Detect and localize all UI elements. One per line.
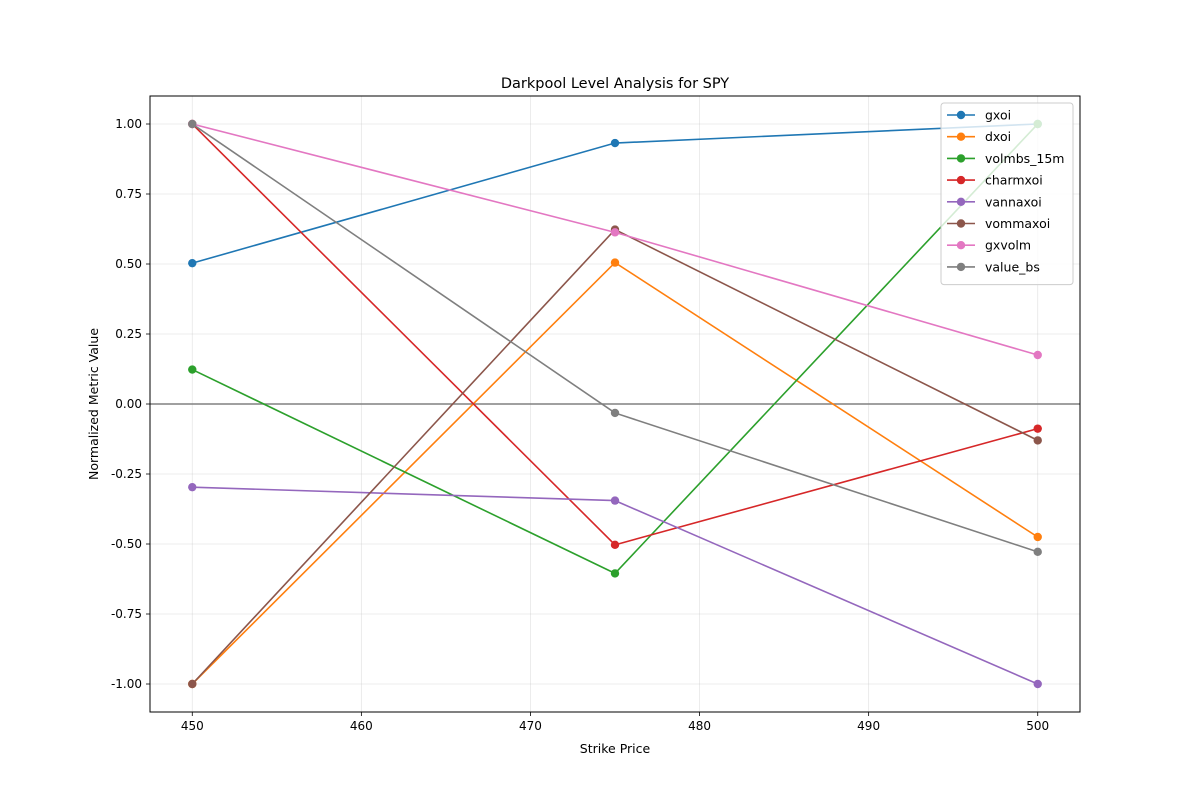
- legend-item-charmxoi: charmxoi: [947, 173, 1043, 188]
- legend-marker-value_bs: [956, 262, 966, 272]
- legend-item-vommaxoi: vommaxoi: [947, 216, 1050, 231]
- chart-title: Darkpool Level Analysis for SPY: [501, 76, 729, 92]
- data-point-vannaxoi: [610, 496, 620, 505]
- legend-marker-gxvolm: [956, 241, 966, 250]
- data-point-value_bs: [188, 119, 197, 129]
- series-layer: [188, 119, 1042, 689]
- legend-label-dxoi: dxoi: [985, 129, 1011, 144]
- legend-label-vommaxoi: vommaxoi: [985, 216, 1050, 231]
- legend-item-gxoi: gxoi: [947, 108, 1011, 123]
- y-axis-label: Normalized Metric Value: [86, 328, 101, 480]
- x-tick-label: 500: [1026, 719, 1049, 733]
- series-vannaxoi: [188, 482, 1042, 689]
- data-point-vommaxoi: [188, 679, 197, 689]
- legend-item-value_bs: value_bs: [947, 259, 1040, 274]
- legend-label-charmxoi: charmxoi: [985, 173, 1043, 188]
- axis-ticks: 450 460 470 480 490 500 -1.00 -0.75 -0.50 -0.25 0.…: [111, 117, 1049, 733]
- data-point-vannaxoi: [188, 482, 197, 492]
- data-point-gxvolm: [610, 228, 620, 237]
- y-tick-label: -0.25: [111, 467, 142, 481]
- legend-marker-gxoi: [956, 110, 966, 120]
- y-tick-label: -0.50: [111, 537, 142, 551]
- legend-marker-volmbs_15m: [956, 154, 966, 163]
- y-tick-label: 0.75: [115, 187, 142, 201]
- legend-box: [940, 102, 1074, 286]
- legend: gxoi dxoi volmbs_15m charmxoi vannaxoi vommax…: [940, 102, 1074, 286]
- data-point-charmxoi: [1033, 424, 1042, 433]
- data-point-gxvolm: [1033, 350, 1042, 360]
- series-line-volmbs_15m: [191, 123, 1039, 575]
- data-point-value_bs: [1033, 547, 1042, 557]
- y-tick-label: -1.00: [111, 677, 142, 691]
- legend-item-dxoi: dxoi: [947, 129, 1011, 144]
- data-point-vommaxoi: [1033, 436, 1042, 445]
- x-tick-label: 460: [350, 719, 373, 733]
- data-point-gxoi: [188, 258, 197, 268]
- data-point-charmxoi: [610, 540, 620, 550]
- series-line-vannaxoi: [192, 486, 1039, 685]
- y-tick-label: 0.25: [115, 327, 142, 341]
- legend-label-value_bs: value_bs: [985, 259, 1040, 274]
- y-tick-label: 0.00: [115, 397, 142, 411]
- data-point-dxoi: [610, 258, 620, 267]
- series-line-gxvolm: [192, 123, 1038, 356]
- series-value_bs: [188, 119, 1042, 557]
- legend-item-vannaxoi: vannaxoi: [947, 194, 1042, 209]
- data-point-dxoi: [1033, 532, 1042, 542]
- legend-marker-vommaxoi: [956, 219, 966, 228]
- series-gxvolm: [188, 119, 1042, 360]
- data-point-value_bs: [610, 408, 620, 418]
- series-volmbs_15m: [188, 119, 1042, 578]
- legend-marker-vannaxoi: [956, 197, 966, 206]
- y-tick-label: -0.75: [111, 607, 142, 621]
- legend-item-gxvolm: gxvolm: [947, 238, 1031, 253]
- x-tick-label: 490: [857, 719, 880, 733]
- series-gxoi: [188, 119, 1042, 268]
- data-point-volmbs_15m: [188, 365, 197, 374]
- legend-label-volmbs_15m: volmbs_15m: [985, 151, 1064, 166]
- x-tick-label: 480: [688, 719, 711, 733]
- legend-label-gxvolm: gxvolm: [985, 238, 1031, 253]
- legend-marker-charmxoi: [956, 175, 966, 185]
- legend-label-gxoi: gxoi: [985, 108, 1011, 123]
- series-line-vommaxoi: [191, 228, 1039, 685]
- legend-marker-dxoi: [956, 132, 966, 141]
- series-line-charmxoi: [191, 123, 1038, 546]
- y-tick-label: 0.50: [115, 257, 142, 271]
- y-tick-label: 1.00: [115, 117, 142, 131]
- x-tick-label: 470: [519, 719, 542, 733]
- series-charmxoi: [188, 119, 1042, 550]
- data-point-vannaxoi: [1033, 679, 1042, 689]
- x-axis-label: Strike Price: [580, 741, 651, 756]
- data-point-gxoi: [610, 138, 620, 148]
- legend-item-volmbs_15m: volmbs_15m: [947, 151, 1064, 166]
- series-line-dxoi: [191, 261, 1039, 685]
- data-point-volmbs_15m: [610, 569, 620, 578]
- series-line-value_bs: [191, 123, 1038, 553]
- x-tick-label: 450: [181, 719, 204, 733]
- legend-label-vannaxoi: vannaxoi: [985, 194, 1042, 209]
- series-dxoi: [188, 258, 1042, 689]
